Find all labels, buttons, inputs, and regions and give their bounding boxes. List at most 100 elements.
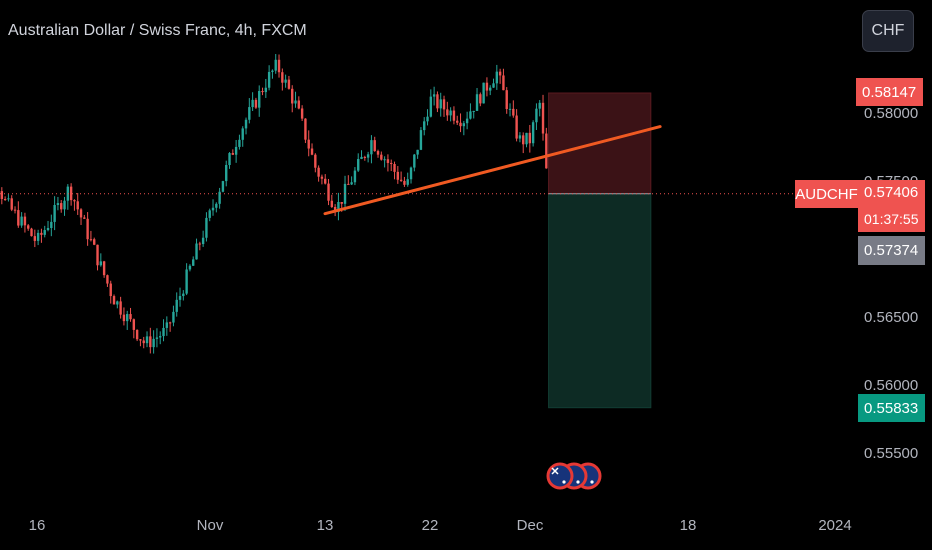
candle bbox=[46, 220, 50, 232]
y-tick-label: 0.58000 bbox=[864, 105, 918, 122]
candle bbox=[518, 132, 522, 143]
candle bbox=[376, 149, 380, 158]
candle bbox=[294, 91, 297, 108]
candle bbox=[297, 96, 301, 110]
candle bbox=[459, 113, 462, 133]
candle bbox=[386, 154, 390, 172]
candle bbox=[234, 139, 238, 163]
currency-button[interactable]: CHF bbox=[862, 10, 914, 52]
candle bbox=[86, 212, 89, 246]
candle bbox=[343, 175, 347, 211]
candle bbox=[274, 53, 277, 74]
candle bbox=[281, 68, 284, 91]
x-tick-label: Dec bbox=[517, 517, 544, 534]
trendline[interactable] bbox=[323, 125, 662, 216]
candle bbox=[525, 132, 528, 148]
candle bbox=[238, 134, 241, 150]
candle bbox=[241, 126, 244, 147]
candle bbox=[495, 64, 499, 90]
candle bbox=[373, 136, 376, 152]
candle bbox=[370, 135, 373, 164]
candle bbox=[277, 54, 281, 78]
candle bbox=[211, 199, 215, 216]
candle bbox=[423, 117, 426, 136]
candle bbox=[116, 300, 119, 309]
x-tick-label: 18 bbox=[680, 517, 697, 534]
candle bbox=[406, 172, 409, 187]
candle bbox=[287, 75, 291, 90]
x-tick-label: 13 bbox=[317, 517, 334, 534]
candle bbox=[149, 327, 152, 354]
candle bbox=[330, 194, 334, 208]
candle bbox=[192, 256, 195, 266]
candle bbox=[380, 151, 383, 161]
last-price-label: 0.57406 bbox=[858, 180, 925, 205]
candle bbox=[456, 115, 459, 126]
candle bbox=[102, 260, 106, 278]
candle bbox=[512, 100, 515, 118]
candle bbox=[135, 329, 139, 342]
y-tick-label: 0.56000 bbox=[864, 377, 918, 394]
candle bbox=[403, 176, 406, 187]
candle bbox=[538, 99, 541, 117]
candle bbox=[145, 331, 149, 348]
candle bbox=[201, 230, 205, 247]
candle bbox=[350, 176, 353, 186]
candle bbox=[383, 156, 386, 168]
x-tick-label: 22 bbox=[422, 517, 439, 534]
candle bbox=[271, 69, 274, 79]
candle bbox=[198, 241, 202, 251]
candle bbox=[155, 328, 159, 348]
candle bbox=[261, 87, 264, 96]
candle bbox=[106, 274, 109, 287]
y-tick-label: 0.56500 bbox=[864, 309, 918, 326]
candle bbox=[40, 228, 43, 243]
candle bbox=[462, 120, 466, 136]
candle bbox=[399, 171, 403, 182]
x-tick-label: 16 bbox=[29, 517, 46, 534]
candle bbox=[465, 111, 469, 130]
candle bbox=[304, 118, 307, 144]
candle bbox=[228, 152, 231, 169]
candle bbox=[109, 280, 112, 304]
candle bbox=[96, 244, 99, 271]
candle bbox=[432, 86, 436, 106]
candle bbox=[185, 263, 188, 296]
candle bbox=[498, 68, 502, 84]
candles bbox=[0, 53, 548, 354]
symbol-label[interactable]: AUDCHF bbox=[795, 180, 858, 208]
x-axis: 16 Nov 13 22 Dec 18 2024 bbox=[29, 517, 852, 534]
candle bbox=[482, 82, 485, 104]
candle bbox=[347, 175, 350, 185]
candle bbox=[178, 287, 182, 307]
candle bbox=[531, 120, 535, 147]
candle bbox=[225, 160, 228, 187]
candle bbox=[36, 229, 40, 246]
candle bbox=[396, 166, 400, 184]
candle bbox=[50, 214, 53, 237]
candle bbox=[175, 292, 178, 317]
chart-title: Australian Dollar / Swiss Franc, 4h, FXC… bbox=[8, 22, 307, 39]
candle bbox=[172, 305, 175, 327]
candle bbox=[320, 174, 324, 185]
candle bbox=[439, 92, 442, 117]
candle bbox=[152, 330, 155, 354]
candle bbox=[188, 264, 192, 272]
candle bbox=[366, 151, 370, 163]
candle bbox=[489, 85, 492, 96]
candle bbox=[60, 199, 63, 213]
event-flags[interactable] bbox=[546, 462, 602, 490]
candle bbox=[492, 78, 495, 88]
candle bbox=[182, 290, 185, 301]
candle bbox=[446, 101, 449, 121]
candle bbox=[126, 310, 129, 330]
candle bbox=[416, 149, 419, 159]
candle bbox=[314, 153, 317, 173]
candle bbox=[69, 183, 73, 206]
candle bbox=[390, 159, 393, 172]
candle bbox=[413, 153, 416, 172]
candle bbox=[20, 212, 23, 228]
candle bbox=[165, 316, 169, 336]
candle bbox=[33, 229, 37, 248]
